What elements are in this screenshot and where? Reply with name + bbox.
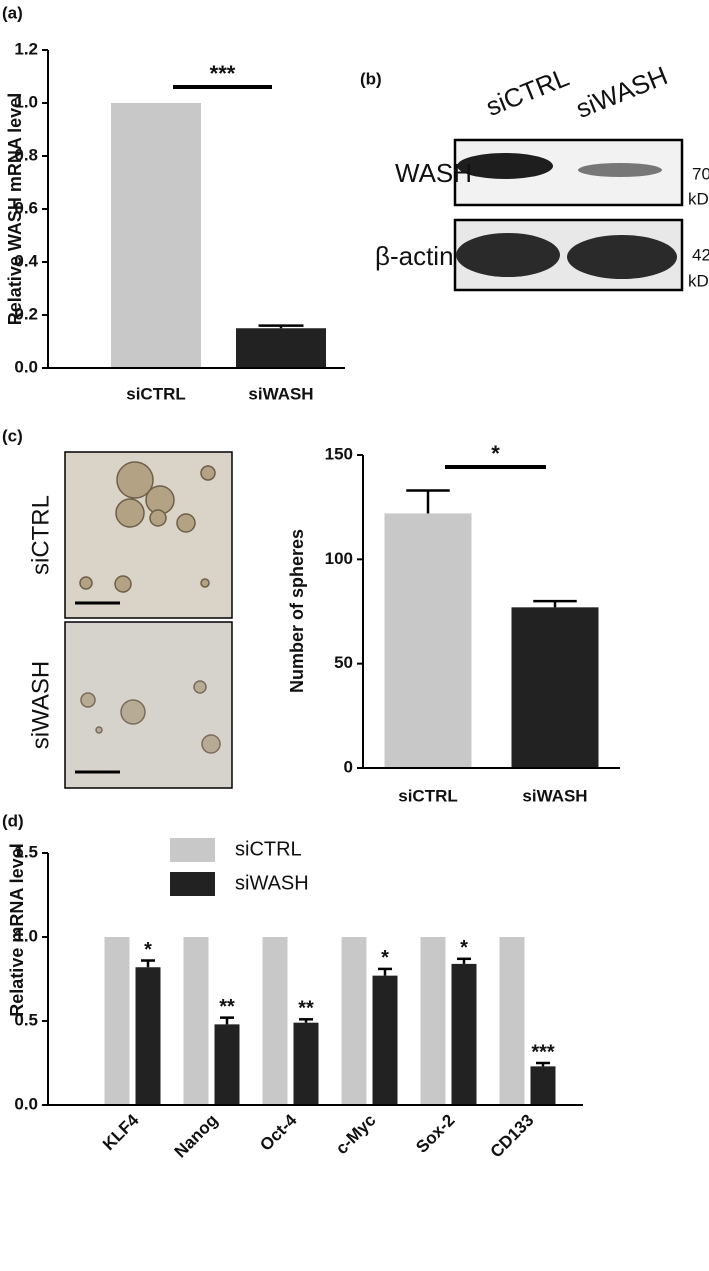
size-label: 42	[692, 245, 709, 264]
x-tick-label: Nanog	[171, 1111, 222, 1162]
bar	[293, 1022, 319, 1105]
significance-label: ***	[531, 1041, 555, 1063]
lane-label: siCTRL	[482, 62, 574, 122]
panel-label: (b)	[360, 69, 382, 88]
band	[457, 153, 553, 179]
protein-label: WASH	[395, 158, 472, 188]
band	[456, 233, 560, 277]
row-label: siWASH	[27, 661, 54, 749]
bar	[183, 937, 209, 1105]
panel-label: (c)	[2, 426, 23, 445]
x-tick-label: KLF4	[99, 1110, 143, 1154]
y-axis-label: Relative mRNA level	[7, 843, 27, 1016]
significance-label: *	[144, 939, 152, 961]
x-tick-label: siCTRL	[126, 384, 186, 403]
y-axis-label: Number of spheres	[287, 529, 307, 693]
bar	[384, 513, 472, 768]
significance-label: *	[491, 441, 500, 466]
legend-swatch	[170, 838, 215, 862]
y-tick-label: 0.2	[14, 304, 38, 323]
y-tick-label: 50	[334, 653, 353, 672]
y-tick-label: 0.4	[14, 251, 38, 270]
y-tick-label: 1.2	[14, 39, 38, 58]
bar	[372, 975, 398, 1105]
bar	[236, 328, 326, 368]
y-tick-label: 0.0	[14, 357, 38, 376]
y-tick-label: 1.5	[14, 842, 38, 861]
y-tick-label: 1.0	[14, 92, 38, 111]
significance-label: **	[298, 998, 314, 1020]
y-tick-label: 0.6	[14, 198, 38, 217]
legend-swatch	[170, 872, 215, 896]
row-label: siCTRL	[27, 495, 54, 575]
y-tick-label: 0.8	[14, 145, 38, 164]
significance-label: *	[460, 937, 468, 959]
band	[567, 235, 677, 279]
significance-label: *	[381, 947, 389, 969]
bar	[420, 937, 446, 1105]
bar	[530, 1066, 556, 1105]
x-tick-label: siWASH	[522, 786, 587, 805]
y-tick-label: 0.5	[14, 1010, 38, 1029]
bar	[111, 103, 201, 368]
x-tick-label: siWASH	[248, 384, 313, 403]
x-tick-label: siCTRL	[398, 786, 458, 805]
bar	[262, 937, 288, 1105]
bar	[135, 967, 161, 1105]
y-tick-label: 1.0	[14, 926, 38, 945]
legend-label: siCTRL	[235, 838, 302, 860]
unit-label: kDa	[688, 189, 709, 208]
unit-label: kDa	[688, 271, 709, 290]
size-label: 70	[692, 164, 709, 183]
lane-label: siWASH	[572, 60, 672, 124]
bar	[341, 937, 367, 1105]
significance-label: **	[219, 996, 235, 1018]
x-tick-label: Oct-4	[256, 1110, 301, 1155]
y-tick-label: 100	[325, 549, 353, 568]
significance-label: ***	[210, 61, 236, 86]
panel-label: (d)	[2, 811, 24, 830]
x-tick-label: Sox-2	[412, 1111, 458, 1157]
bar	[104, 937, 130, 1105]
spheres	[80, 680, 221, 754]
bar	[511, 607, 599, 768]
bar	[451, 963, 477, 1105]
bar	[499, 937, 525, 1105]
y-tick-label: 0	[344, 757, 353, 776]
y-tick-label: 0.0	[14, 1094, 38, 1113]
panel-label: (a)	[2, 3, 23, 22]
protein-label: β-actin	[375, 241, 454, 271]
x-tick-label: c-Myc	[332, 1111, 380, 1159]
legend-label: siWASH	[235, 872, 309, 894]
y-tick-label: 150	[325, 444, 353, 463]
y-axis-label: Relative WASH mRNA level	[5, 93, 25, 325]
band	[578, 163, 662, 177]
bar	[214, 1024, 240, 1105]
spheres	[79, 461, 216, 593]
x-tick-label: CD133	[487, 1111, 538, 1162]
